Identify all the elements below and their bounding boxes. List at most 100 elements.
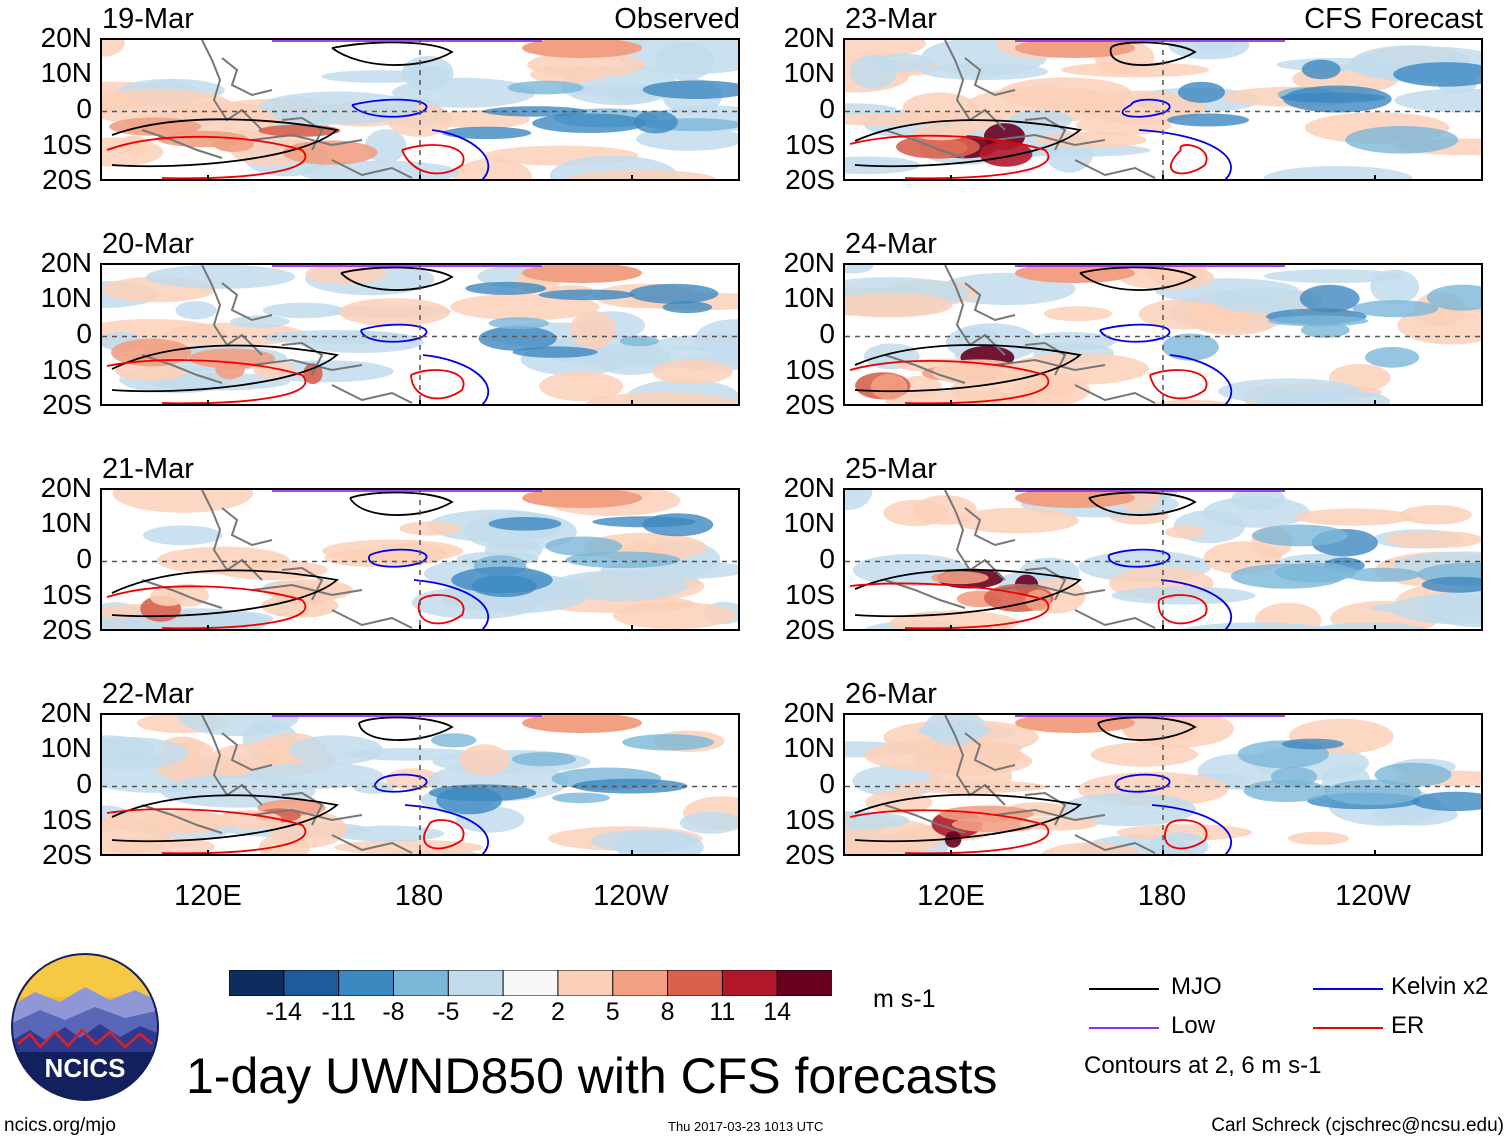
coastline — [1024, 791, 1067, 826]
westerly-anomaly-patch — [1116, 824, 1253, 841]
lon-label-120w-right: 120W — [1335, 880, 1411, 912]
panel-date-label: 22-Mar — [102, 678, 194, 710]
westerly-anomaly-patch — [865, 790, 933, 814]
coastline — [994, 133, 1106, 147]
footer-url[interactable]: ncics.org/mjo — [4, 1115, 116, 1136]
kelvin-contour — [1151, 804, 1232, 854]
easterly-anomaly-patch — [1203, 496, 1310, 528]
coastline — [221, 282, 273, 322]
lat-label: 0 — [76, 768, 92, 799]
lat-label: 10S — [42, 804, 92, 835]
westerly-anomaly-patch — [305, 265, 386, 285]
mjo-contour — [1110, 41, 1197, 66]
mjo-contour — [111, 794, 340, 843]
westerly-anomaly-patch — [334, 839, 483, 854]
coastline — [1074, 159, 1156, 179]
easterly-anomaly-core — [538, 289, 635, 301]
lat-label: 20N — [40, 472, 92, 503]
easterly-anomaly-core — [1178, 81, 1225, 103]
lat-label: 10N — [783, 57, 835, 88]
coastline — [141, 129, 223, 159]
westerly-anomaly-patch — [1119, 265, 1215, 290]
westerly-anomaly-north — [522, 40, 642, 58]
coastline — [964, 732, 1016, 772]
uwnd-anomaly-map — [100, 38, 740, 181]
colorbar-swatch — [283, 969, 340, 997]
colorbar-swatch — [338, 969, 395, 997]
easterly-anomaly-patch — [246, 762, 383, 789]
lat-label: 10N — [40, 732, 92, 763]
westerly-anomaly-patch — [399, 521, 462, 536]
panel-date-label: 19-Mar — [102, 3, 194, 35]
coastline — [281, 791, 324, 826]
coastline — [331, 384, 413, 404]
lat-label: 0 — [76, 93, 92, 124]
lon-label-120w-left: 120W — [593, 880, 669, 912]
panel-date-label: 24-Mar — [845, 228, 937, 260]
colorbar-tick-label: -8 — [382, 998, 405, 1026]
colorbar-swatch — [502, 969, 559, 997]
uwnd-anomaly-map — [100, 263, 740, 406]
easterly-anomaly-patch — [230, 315, 290, 328]
kelvin-contour — [1160, 579, 1232, 629]
kelvin-contour — [413, 579, 489, 629]
mjo-contour — [111, 569, 340, 618]
uwnd-anomaly-map — [843, 713, 1483, 856]
easterly-anomaly-patch — [1263, 269, 1403, 283]
colorbar-tick-label: -14 — [265, 998, 302, 1026]
easterly-anomaly-patch — [257, 91, 418, 125]
er-contour — [849, 809, 1050, 854]
westerly-anomaly-core — [149, 587, 187, 606]
colorbar-tick-label: 14 — [763, 998, 792, 1026]
easterly-anomaly-patch — [1231, 490, 1286, 511]
kelvin-contour — [404, 804, 489, 854]
easterly-anomaly-patch — [918, 723, 991, 739]
easterly-anomaly-patch — [845, 490, 873, 510]
coastline — [964, 57, 1016, 97]
mjo-contour — [1088, 491, 1197, 516]
easterly-anomaly-patch — [1149, 832, 1209, 854]
panel-date-label: 21-Mar — [102, 453, 194, 485]
kelvin-contour — [431, 129, 490, 179]
mjo-contour — [854, 568, 1083, 618]
coastline — [944, 715, 1006, 806]
er-contour — [849, 134, 1050, 179]
contour-note: Contours at 2, 6 m s-1 — [1084, 1052, 1322, 1079]
er-contour — [1149, 369, 1208, 400]
westerly-anomaly-patch — [1399, 505, 1472, 525]
easterly-anomaly-patch — [1313, 622, 1427, 629]
easterly-anomaly-patch — [590, 829, 700, 853]
westerly-anomaly-core — [870, 373, 908, 400]
westerly-anomaly-core — [912, 126, 969, 141]
westerly-anomaly-patch — [1151, 399, 1231, 404]
coastline — [141, 579, 223, 609]
coastline — [201, 490, 263, 581]
westerly-anomaly-patch — [102, 88, 234, 125]
westerly-anomaly-patch — [459, 744, 510, 776]
coastline — [221, 507, 273, 547]
coastline — [944, 265, 1006, 356]
westerly-anomaly-patch — [845, 113, 967, 127]
logo-text: NCICS — [45, 1053, 126, 1083]
westerly-anomaly-core — [215, 810, 282, 829]
coastline — [281, 116, 324, 151]
easterly-anomaly-patch — [921, 63, 1048, 81]
coastline — [944, 490, 1006, 581]
westerly-anomaly-patch — [112, 490, 253, 513]
mjo-contour — [854, 119, 1083, 168]
mjo-contour — [111, 344, 340, 393]
legend-label-mjo: MJO — [1171, 973, 1222, 1000]
westerly-anomaly-north — [522, 715, 642, 733]
lat-label: 20N — [40, 247, 92, 278]
colorbar-swatch — [228, 969, 285, 997]
westerly-anomaly-patch — [1165, 525, 1206, 539]
kelvin-contour — [422, 354, 490, 404]
lat-label: 0 — [819, 93, 835, 124]
lat-label: 10N — [783, 507, 835, 538]
easterly-anomaly-core — [1167, 113, 1249, 127]
easterly-anomaly-core — [532, 113, 647, 133]
lat-label: 10N — [40, 507, 92, 538]
colorbar-swatch — [557, 969, 614, 997]
colorbar-swatch — [612, 969, 669, 997]
westerly-anomaly-patch — [883, 499, 949, 527]
